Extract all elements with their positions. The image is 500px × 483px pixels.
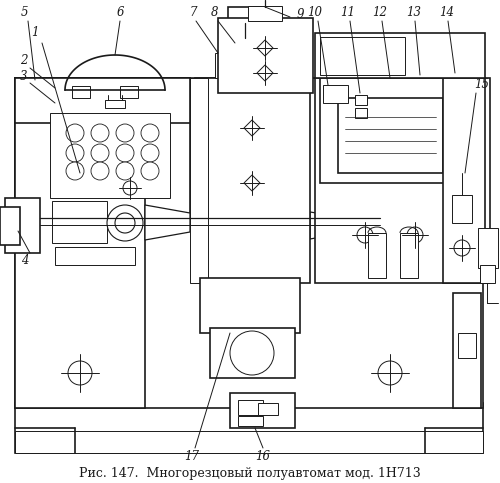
- Bar: [15, 431, 483, 453]
- Text: 10: 10: [308, 6, 322, 19]
- Circle shape: [66, 124, 84, 142]
- Bar: [248, 6, 282, 21]
- Bar: [355, 108, 367, 118]
- Text: 14: 14: [440, 6, 454, 19]
- Bar: [453, 293, 481, 408]
- Text: 8: 8: [211, 6, 219, 19]
- Circle shape: [66, 144, 84, 162]
- Text: 5: 5: [20, 6, 28, 19]
- Circle shape: [378, 361, 402, 385]
- Bar: [452, 195, 472, 223]
- Bar: [258, 403, 278, 415]
- Circle shape: [116, 124, 134, 142]
- Bar: [315, 33, 485, 78]
- Bar: [120, 86, 138, 98]
- Bar: [52, 201, 107, 243]
- Text: 16: 16: [256, 451, 270, 464]
- Circle shape: [357, 227, 373, 243]
- Polygon shape: [244, 175, 260, 191]
- Circle shape: [116, 162, 134, 180]
- Circle shape: [407, 227, 423, 243]
- Bar: [230, 393, 295, 428]
- Text: 13: 13: [406, 6, 422, 19]
- Bar: [338, 98, 443, 173]
- Circle shape: [115, 213, 135, 233]
- Bar: [323, 85, 348, 103]
- Text: 12: 12: [372, 6, 388, 19]
- Polygon shape: [310, 212, 355, 239]
- Bar: [480, 265, 495, 283]
- Bar: [195, 78, 310, 283]
- Circle shape: [66, 162, 84, 180]
- Circle shape: [230, 331, 274, 375]
- Bar: [315, 78, 490, 283]
- Text: Рис. 147.  Многорезцовый полуавтомат мод. 1Н713: Рис. 147. Многорезцовый полуавтомат мод.…: [79, 467, 421, 480]
- Bar: [72, 86, 90, 98]
- Bar: [15, 78, 483, 408]
- Bar: [238, 416, 263, 426]
- Polygon shape: [355, 216, 375, 227]
- Text: 1: 1: [31, 27, 39, 40]
- Text: 15: 15: [474, 79, 490, 91]
- Text: 7: 7: [189, 6, 197, 19]
- Circle shape: [107, 205, 143, 241]
- Circle shape: [141, 162, 159, 180]
- Bar: [200, 278, 300, 333]
- Bar: [105, 100, 125, 108]
- Bar: [210, 328, 295, 378]
- Bar: [355, 95, 367, 105]
- Polygon shape: [257, 65, 273, 81]
- Circle shape: [68, 361, 92, 385]
- Text: 4: 4: [21, 255, 29, 268]
- Text: 17: 17: [184, 451, 200, 464]
- Bar: [55, 247, 135, 265]
- Text: 11: 11: [340, 6, 355, 19]
- Bar: [5, 198, 40, 253]
- Bar: [15, 78, 190, 223]
- Bar: [368, 233, 386, 278]
- Circle shape: [116, 144, 134, 162]
- Bar: [15, 403, 483, 453]
- Circle shape: [141, 124, 159, 142]
- Bar: [238, 400, 263, 415]
- Bar: [50, 113, 170, 198]
- Bar: [215, 53, 275, 78]
- Text: 3: 3: [20, 71, 28, 84]
- Polygon shape: [257, 40, 273, 56]
- Text: 6: 6: [116, 6, 124, 19]
- Bar: [15, 78, 145, 408]
- Circle shape: [123, 181, 137, 195]
- Circle shape: [91, 162, 109, 180]
- Circle shape: [91, 124, 109, 142]
- Bar: [228, 37, 263, 55]
- Bar: [190, 78, 208, 283]
- Bar: [0, 207, 20, 245]
- Text: 2: 2: [20, 55, 28, 68]
- Bar: [400, 233, 418, 278]
- Bar: [320, 78, 475, 183]
- Bar: [443, 78, 485, 283]
- Circle shape: [454, 240, 470, 256]
- Bar: [458, 333, 476, 358]
- Text: 9: 9: [296, 9, 304, 22]
- Bar: [478, 228, 498, 268]
- Circle shape: [91, 144, 109, 162]
- Polygon shape: [145, 205, 190, 240]
- Bar: [15, 78, 190, 123]
- Polygon shape: [244, 120, 260, 136]
- Bar: [320, 37, 405, 75]
- Circle shape: [141, 144, 159, 162]
- Bar: [218, 18, 313, 93]
- Bar: [228, 7, 263, 25]
